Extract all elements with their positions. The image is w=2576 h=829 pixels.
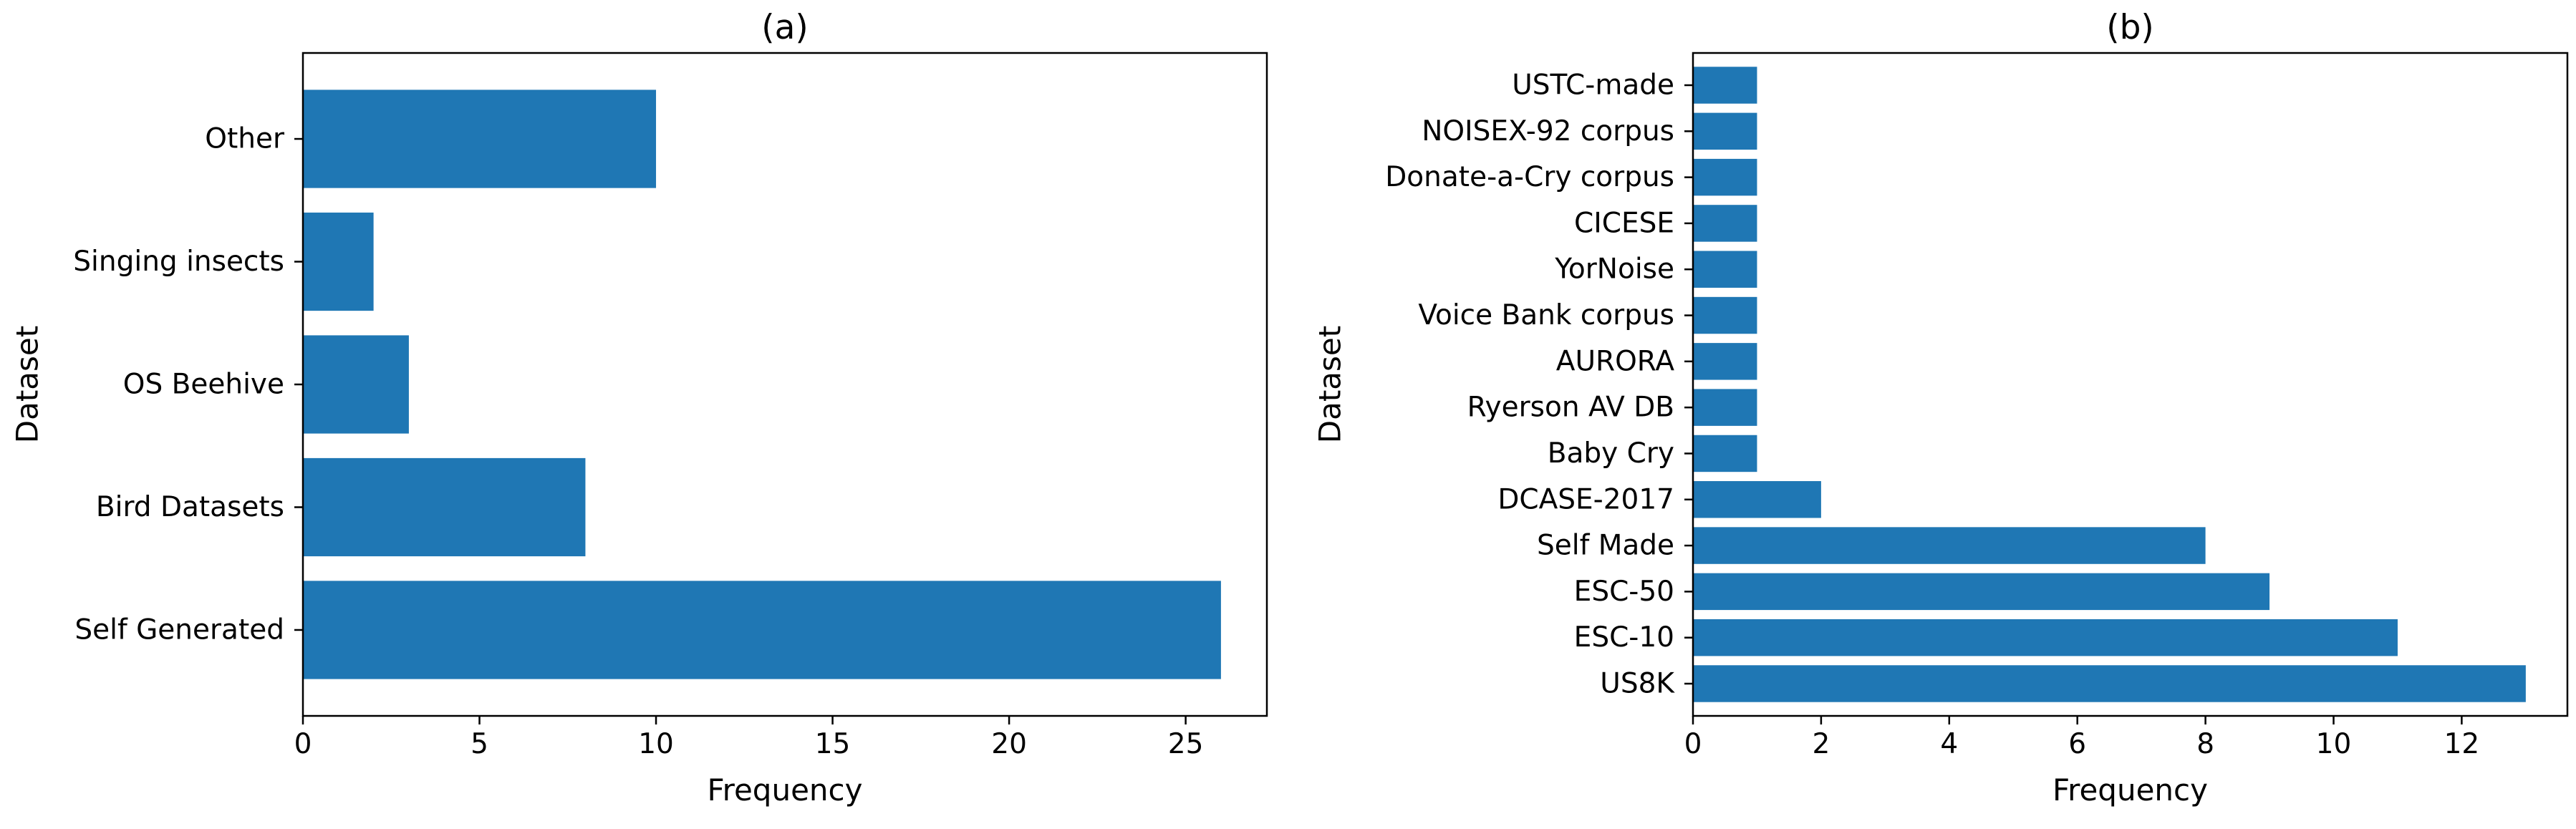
y-tick-label: AURORA — [1556, 345, 1675, 377]
bar-b-13 — [1693, 112, 1757, 150]
bar-a-4 — [303, 212, 374, 311]
x-tick-label: 12 — [2444, 728, 2480, 760]
axes-frame — [302, 52, 1268, 717]
bar-a-2 — [303, 457, 586, 557]
bar-a-3 — [303, 335, 409, 434]
y-tick-label: Singing insects — [73, 246, 284, 278]
y-axis-label: Dataset — [1313, 326, 1348, 443]
bar-b-14 — [1693, 67, 1757, 104]
y-tick-label: Self Made — [1537, 530, 1674, 562]
y-tick-label: Donate-a-Cry corpus — [1385, 161, 1674, 193]
y-tick-label: Bird Datasets — [96, 491, 284, 523]
y-tick-label: CICESE — [1574, 207, 1674, 239]
y-tick-label: US8K — [1600, 667, 1675, 699]
bar-b-10 — [1693, 251, 1757, 288]
y-tick-label: ESC-10 — [1574, 621, 1674, 654]
bar-b-4 — [1693, 527, 2206, 564]
bar-b-9 — [1693, 296, 1757, 334]
bar-b-5 — [1693, 481, 1821, 518]
chart-title: (b) — [2106, 8, 2154, 47]
x-tick-label: 15 — [815, 728, 851, 760]
y-tick-label: OS Beehive — [123, 369, 284, 401]
x-tick-label: 5 — [471, 728, 488, 760]
y-tick-label: USTC-made — [1512, 69, 1674, 102]
y-tick-label: DCASE-2017 — [1497, 483, 1674, 515]
y-tick-label: NOISEX-92 corpus — [1422, 115, 1674, 147]
chart-panel-a: Self Generated Bird Datasets OS Beehive Sin… — [10, 8, 1268, 808]
x-axis-label: Frequency — [708, 772, 863, 808]
x-tick-label: 8 — [2196, 728, 2214, 760]
y-tick-label: Other — [205, 123, 285, 155]
bar-b-2 — [1693, 619, 2398, 656]
chart-panel-b: US8K ESC-10 ESC-50 Self Made DCASE-2017 Baby … — [1313, 8, 2569, 808]
bar-b-8 — [1693, 343, 1757, 380]
x-tick-label: 10 — [638, 728, 674, 760]
y-tick-label: Self Generated — [74, 614, 284, 646]
y-tick-label: YorNoise — [1554, 253, 1674, 286]
x-tick-label: 2 — [1812, 728, 1830, 760]
x-tick-label: 0 — [1684, 728, 1702, 760]
chart-title: (a) — [761, 8, 808, 47]
bar-b-12 — [1693, 158, 1757, 196]
bar-a-5 — [303, 89, 657, 188]
y-axis-label: Dataset — [10, 326, 45, 443]
y-tick-label: Baby Cry — [1548, 437, 1674, 470]
bar-b-3 — [1693, 573, 2270, 611]
bar-b-7 — [1693, 389, 1757, 426]
axes-frame — [1692, 52, 2569, 717]
bar-b-1 — [1693, 665, 2526, 702]
x-tick-label: 20 — [991, 728, 1027, 760]
x-axis-label: Frequency — [2052, 772, 2208, 808]
bar-b-11 — [1693, 205, 1757, 242]
y-tick-label: Voice Bank corpus — [1418, 299, 1674, 331]
x-tick-label: 0 — [294, 728, 312, 760]
y-tick-label: ESC-50 — [1574, 576, 1674, 608]
x-tick-label: 4 — [1940, 728, 1958, 760]
y-tick-label: Ryerson AV DB — [1467, 392, 1674, 424]
bar-a-1 — [303, 581, 1221, 679]
bar-b-6 — [1693, 435, 1757, 472]
x-tick-label: 25 — [1168, 728, 1204, 760]
x-tick-label: 10 — [2316, 728, 2352, 760]
x-tick-label: 6 — [2068, 728, 2086, 760]
